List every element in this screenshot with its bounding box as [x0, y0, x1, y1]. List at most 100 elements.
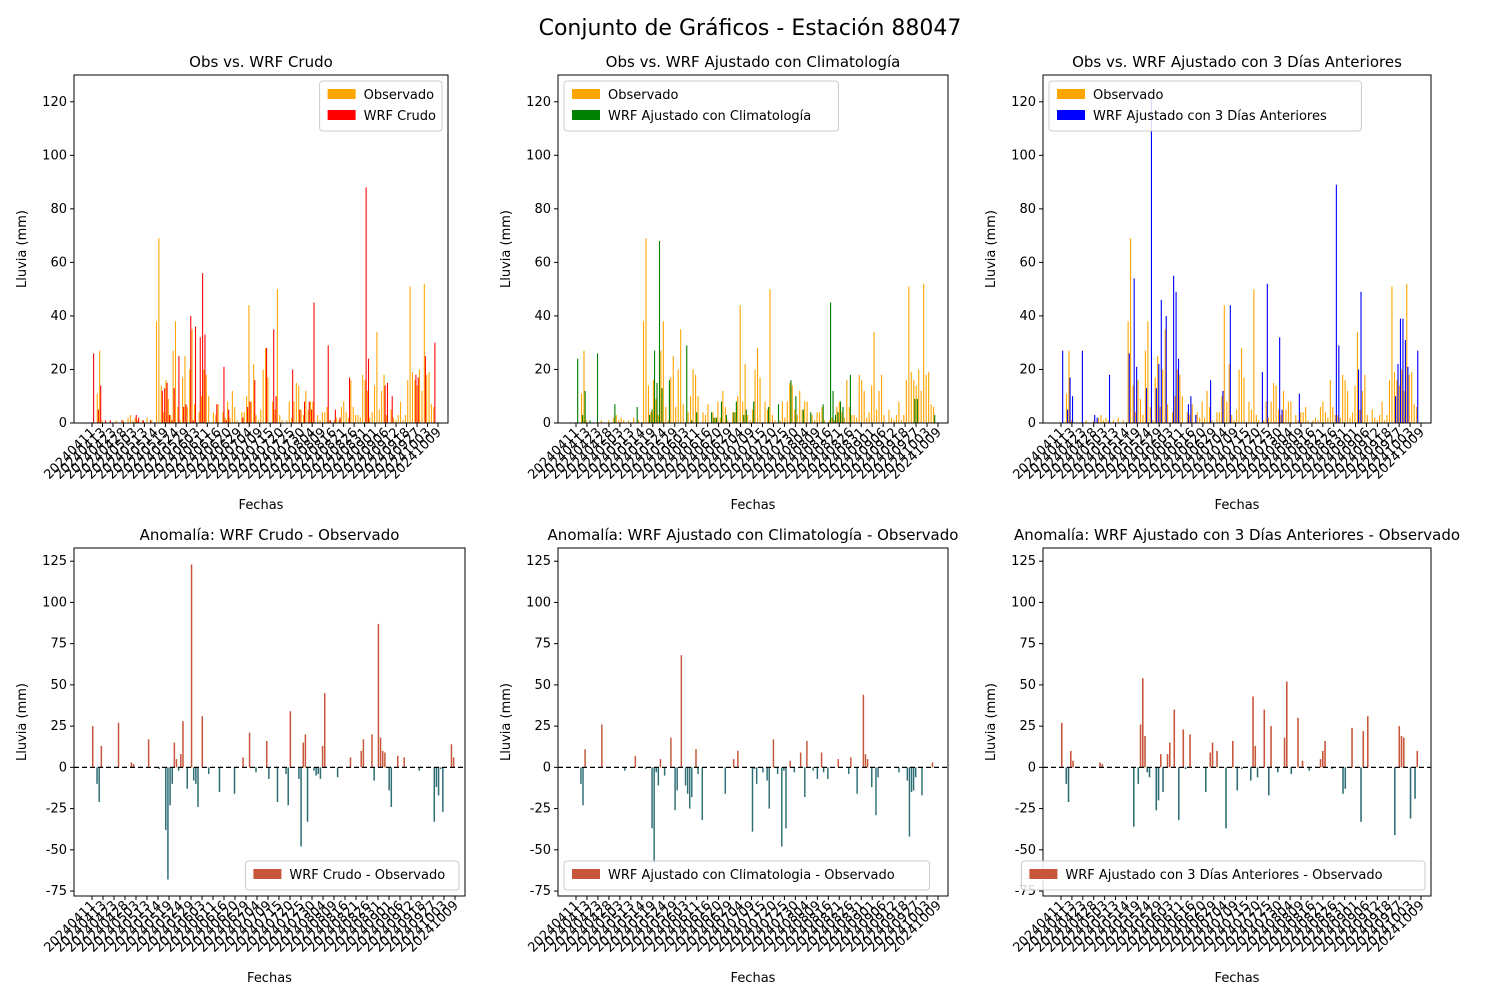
- plot-frame: [73, 74, 449, 424]
- chart-title: Anomalía: WRF Ajustado con 3 Días Anteri…: [1014, 526, 1460, 544]
- observed-bar: [682, 404, 684, 423]
- x-axis-label: Fechas: [731, 498, 776, 513]
- model-bar: [1358, 369, 1360, 423]
- observed-bar: [677, 369, 679, 423]
- observed-bar: [343, 401, 345, 423]
- observed-bar: [1228, 364, 1230, 423]
- observed-bar: [717, 401, 719, 423]
- model-bar: [614, 404, 616, 423]
- model-bar: [589, 420, 591, 423]
- observed-bar: [1391, 286, 1393, 423]
- anomaly-bar: [182, 721, 184, 768]
- observed-bar: [392, 417, 395, 423]
- observed-bar: [1100, 414, 1102, 423]
- observed-bar: [383, 374, 385, 423]
- model-bar: [1404, 340, 1406, 423]
- anomaly-bar: [645, 767, 647, 770]
- observed-bar: [789, 382, 791, 423]
- anomaly-bar: [848, 767, 850, 774]
- y-tick-label: -25: [1015, 802, 1036, 817]
- observed-bar: [794, 409, 796, 423]
- observed-bar: [381, 390, 383, 423]
- observed-bar: [868, 412, 870, 423]
- model-bar: [299, 409, 301, 423]
- anomaly-bar: [175, 759, 178, 768]
- observed-bar: [766, 409, 769, 423]
- anomaly-bar: [1414, 767, 1416, 799]
- anomaly-bar: [1211, 742, 1214, 768]
- observed-bar: [1065, 393, 1068, 423]
- observed-bar: [1268, 417, 1270, 423]
- observed-bar: [1366, 414, 1368, 423]
- anomaly-bar: [1367, 716, 1369, 768]
- anomaly-bar: [580, 767, 582, 784]
- y-tick-label: 60: [534, 255, 551, 270]
- anomaly-bar: [751, 767, 754, 832]
- observed-bar: [260, 409, 262, 423]
- observed-bar: [96, 393, 98, 423]
- bar-group: [93, 187, 436, 423]
- model-bar: [327, 345, 329, 423]
- anomaly-bar: [1148, 767, 1151, 778]
- observed-bar: [623, 420, 625, 423]
- anomaly-bar: [190, 564, 193, 768]
- anomaly-bar: [435, 767, 438, 788]
- anomaly-bar: [377, 623, 380, 768]
- observed-bar: [433, 406, 435, 423]
- observed-bar: [580, 393, 583, 423]
- anomaly-bar: [1166, 754, 1169, 768]
- observed-bar: [426, 374, 428, 423]
- observed-bar: [1376, 420, 1378, 423]
- observed-bar: [1139, 398, 1142, 423]
- anomaly-bar: [850, 757, 852, 768]
- observed-bar: [655, 398, 657, 423]
- anomaly-bar: [323, 693, 326, 768]
- anomaly-bar: [674, 767, 676, 811]
- observed-bar: [1364, 374, 1366, 423]
- observed-bar: [1211, 420, 1213, 423]
- observed-bar: [288, 401, 290, 423]
- anomaly-bar: [584, 749, 586, 768]
- model-bar: [242, 417, 244, 423]
- anomaly-bar: [319, 767, 322, 779]
- observed-bar: [1137, 380, 1139, 423]
- observed-bar: [1186, 412, 1188, 423]
- model-bar: [391, 396, 393, 423]
- model-bar: [292, 369, 294, 423]
- model-bar: [1190, 396, 1192, 423]
- observed-bar: [1285, 409, 1287, 423]
- observed-bar: [893, 420, 895, 423]
- model-bar: [216, 404, 218, 423]
- legend-swatch: [572, 89, 600, 99]
- anomaly-bar: [388, 767, 390, 791]
- observed-bar: [167, 398, 169, 423]
- model-bar: [121, 420, 123, 423]
- model-bar: [339, 417, 341, 423]
- observed-bar: [742, 401, 744, 423]
- observed-bar: [1134, 412, 1137, 423]
- observed-bar: [231, 390, 233, 423]
- observed-bar: [1312, 420, 1314, 423]
- observed-bar: [300, 409, 302, 423]
- observed-bar: [374, 385, 376, 423]
- anomaly-bar: [218, 767, 221, 793]
- y-axis-label: Lluvia (mm): [15, 210, 30, 288]
- y-tick-label: 40: [1019, 309, 1036, 324]
- observed-bar: [1199, 417, 1201, 423]
- legend-swatch: [1029, 869, 1058, 879]
- observed-bar: [191, 329, 193, 423]
- observed-bar: [858, 374, 860, 423]
- observed-bar: [1223, 305, 1225, 423]
- model-bar: [1222, 390, 1224, 423]
- model-bar: [308, 401, 310, 423]
- anomaly-bar: [171, 767, 173, 784]
- anomaly-bar: [92, 726, 94, 768]
- observed-bar: [99, 350, 101, 423]
- observed-bar: [122, 420, 124, 423]
- model-bar: [720, 401, 723, 423]
- observed-bar: [697, 396, 699, 423]
- legend-swatch: [1057, 110, 1085, 120]
- anomaly-bar: [1061, 722, 1063, 768]
- observed-bar: [744, 364, 746, 423]
